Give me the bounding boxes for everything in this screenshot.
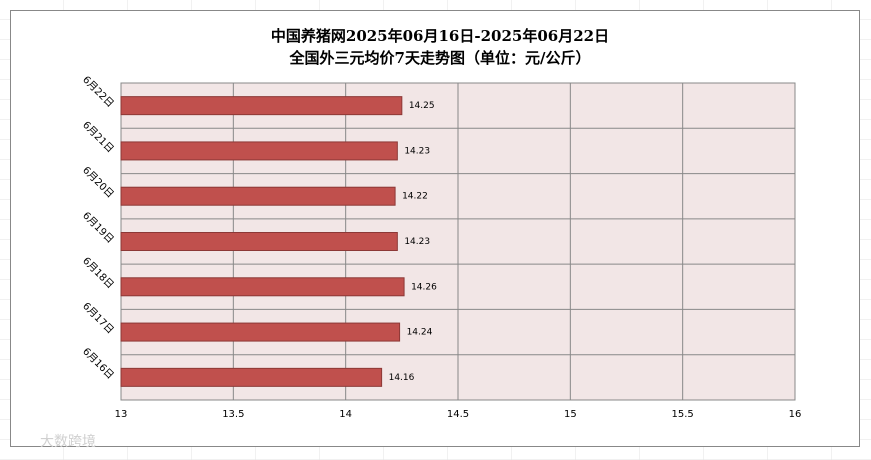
value-label: 14.22 <box>402 192 428 202</box>
value-label: 14.23 <box>404 146 430 156</box>
bar <box>120 141 398 161</box>
value-label: 14.26 <box>411 282 437 292</box>
x-tick-label: 14.5 <box>447 409 469 420</box>
bar <box>120 322 401 342</box>
x-tick-label: 15.5 <box>672 409 694 420</box>
value-label: 14.25 <box>409 101 435 111</box>
bar <box>120 186 396 206</box>
bar <box>120 367 383 387</box>
x-tick-label: 15 <box>564 409 577 420</box>
bar <box>120 277 405 297</box>
value-label: 14.16 <box>389 373 415 383</box>
x-tick-label: 13 <box>115 409 128 420</box>
chart-subtitle: 全国外三元均价7天走势图（单位：元/公斤） <box>289 49 591 67</box>
bar <box>120 232 398 251</box>
watermark: 大数跨境 <box>40 434 96 450</box>
value-label: 14.23 <box>404 237 430 247</box>
x-tick-label: 14 <box>339 409 352 420</box>
chart-title: 中国养猪网2025年06月16日-2025年06月22日 <box>271 27 609 45</box>
x-tick-label: 13.5 <box>222 409 244 420</box>
x-tick-label: 16 <box>789 409 802 420</box>
value-label: 14.24 <box>407 328 433 338</box>
bar <box>120 96 403 116</box>
